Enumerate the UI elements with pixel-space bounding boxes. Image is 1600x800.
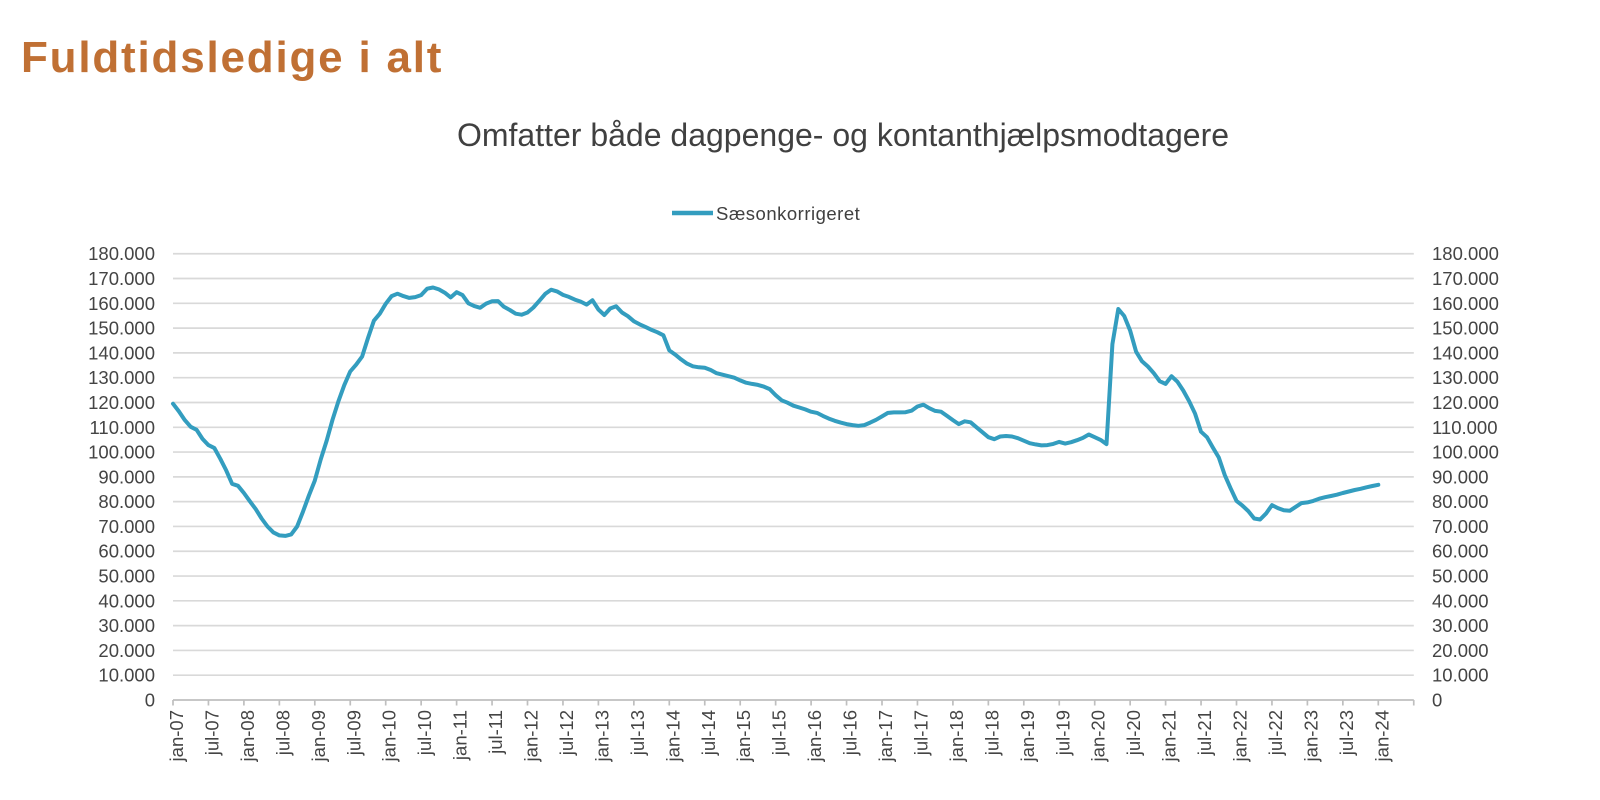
svg-text:jan-09: jan-09	[308, 710, 329, 762]
svg-text:jul-17: jul-17	[910, 710, 931, 756]
svg-text:110.000: 110.000	[90, 417, 156, 438]
svg-text:jan-18: jan-18	[946, 710, 967, 762]
svg-text:jan-20: jan-20	[1088, 710, 1109, 762]
svg-text:60.000: 60.000	[1432, 541, 1489, 562]
svg-text:160.000: 160.000	[1432, 293, 1499, 314]
svg-text:80.000: 80.000	[1432, 491, 1489, 512]
svg-text:180.000: 180.000	[88, 243, 155, 264]
svg-text:jan-08: jan-08	[237, 710, 258, 762]
svg-text:150.000: 150.000	[1432, 318, 1499, 339]
svg-text:160.000: 160.000	[88, 293, 155, 314]
svg-text:jul-07: jul-07	[201, 710, 222, 756]
svg-text:100.000: 100.000	[1432, 442, 1499, 463]
svg-text:110.000: 110.000	[1432, 417, 1498, 438]
svg-text:70.000: 70.000	[98, 516, 155, 537]
svg-text:jul-09: jul-09	[343, 710, 364, 756]
svg-text:Omfatter både dagpenge- og kon: Omfatter både dagpenge- og kontanthjælps…	[457, 117, 1229, 153]
svg-text:30.000: 30.000	[1432, 615, 1489, 636]
svg-text:120.000: 120.000	[88, 392, 155, 413]
svg-text:20.000: 20.000	[98, 640, 155, 661]
svg-text:120.000: 120.000	[1432, 392, 1499, 413]
svg-text:0: 0	[145, 690, 155, 711]
svg-text:jul-15: jul-15	[769, 710, 790, 756]
svg-text:jan-10: jan-10	[379, 710, 400, 762]
svg-text:20.000: 20.000	[1432, 640, 1489, 661]
svg-text:0: 0	[1432, 690, 1442, 711]
svg-text:jul-22: jul-22	[1265, 710, 1286, 756]
svg-text:jan-12: jan-12	[521, 710, 542, 762]
svg-text:jan-17: jan-17	[875, 710, 896, 762]
svg-text:50.000: 50.000	[98, 566, 155, 587]
svg-text:jul-19: jul-19	[1052, 710, 1073, 756]
svg-text:90.000: 90.000	[1432, 466, 1489, 487]
svg-text:jan-22: jan-22	[1230, 710, 1251, 762]
svg-text:jul-20: jul-20	[1123, 710, 1144, 756]
svg-text:jan-19: jan-19	[1017, 710, 1038, 762]
svg-text:jan-13: jan-13	[591, 710, 612, 762]
svg-text:70.000: 70.000	[1432, 516, 1489, 537]
svg-text:140.000: 140.000	[1432, 342, 1499, 363]
svg-text:jan-14: jan-14	[662, 710, 683, 762]
svg-text:10.000: 10.000	[98, 665, 155, 686]
svg-text:jul-23: jul-23	[1336, 710, 1357, 756]
svg-text:jan-24: jan-24	[1371, 710, 1392, 762]
svg-text:jan-21: jan-21	[1159, 710, 1180, 762]
svg-text:jan-11: jan-11	[450, 710, 471, 761]
svg-text:Sæsonkorrigeret: Sæsonkorrigeret	[716, 203, 860, 224]
svg-text:30.000: 30.000	[98, 615, 155, 636]
svg-text:jul-16: jul-16	[840, 710, 861, 756]
svg-text:80.000: 80.000	[98, 491, 155, 512]
svg-text:100.000: 100.000	[88, 442, 155, 463]
svg-text:Fuldtidsledige i alt: Fuldtidsledige i alt	[21, 33, 443, 82]
svg-text:150.000: 150.000	[88, 318, 155, 339]
svg-text:jan-23: jan-23	[1300, 710, 1321, 762]
svg-text:170.000: 170.000	[1432, 268, 1499, 289]
svg-text:jul-13: jul-13	[627, 710, 648, 756]
svg-text:140.000: 140.000	[88, 342, 155, 363]
svg-text:130.000: 130.000	[1432, 367, 1499, 388]
svg-text:130.000: 130.000	[88, 367, 155, 388]
svg-text:60.000: 60.000	[98, 541, 155, 562]
svg-text:50.000: 50.000	[1432, 566, 1489, 587]
svg-text:jul-11: jul-11	[485, 710, 506, 755]
svg-text:jan-15: jan-15	[733, 710, 754, 762]
svg-text:jul-21: jul-21	[1194, 710, 1215, 756]
svg-text:jul-18: jul-18	[981, 710, 1002, 756]
svg-text:40.000: 40.000	[98, 590, 155, 611]
svg-text:jan-07: jan-07	[166, 710, 187, 762]
svg-text:jul-14: jul-14	[698, 710, 719, 756]
svg-text:10.000: 10.000	[1432, 665, 1489, 686]
svg-text:180.000: 180.000	[1432, 243, 1499, 264]
svg-text:40.000: 40.000	[1432, 590, 1489, 611]
svg-text:90.000: 90.000	[98, 466, 155, 487]
svg-text:jul-12: jul-12	[556, 710, 577, 756]
svg-text:jan-16: jan-16	[804, 710, 825, 762]
svg-text:jul-08: jul-08	[272, 710, 293, 756]
svg-text:jul-10: jul-10	[414, 710, 435, 756]
svg-text:170.000: 170.000	[88, 268, 155, 289]
